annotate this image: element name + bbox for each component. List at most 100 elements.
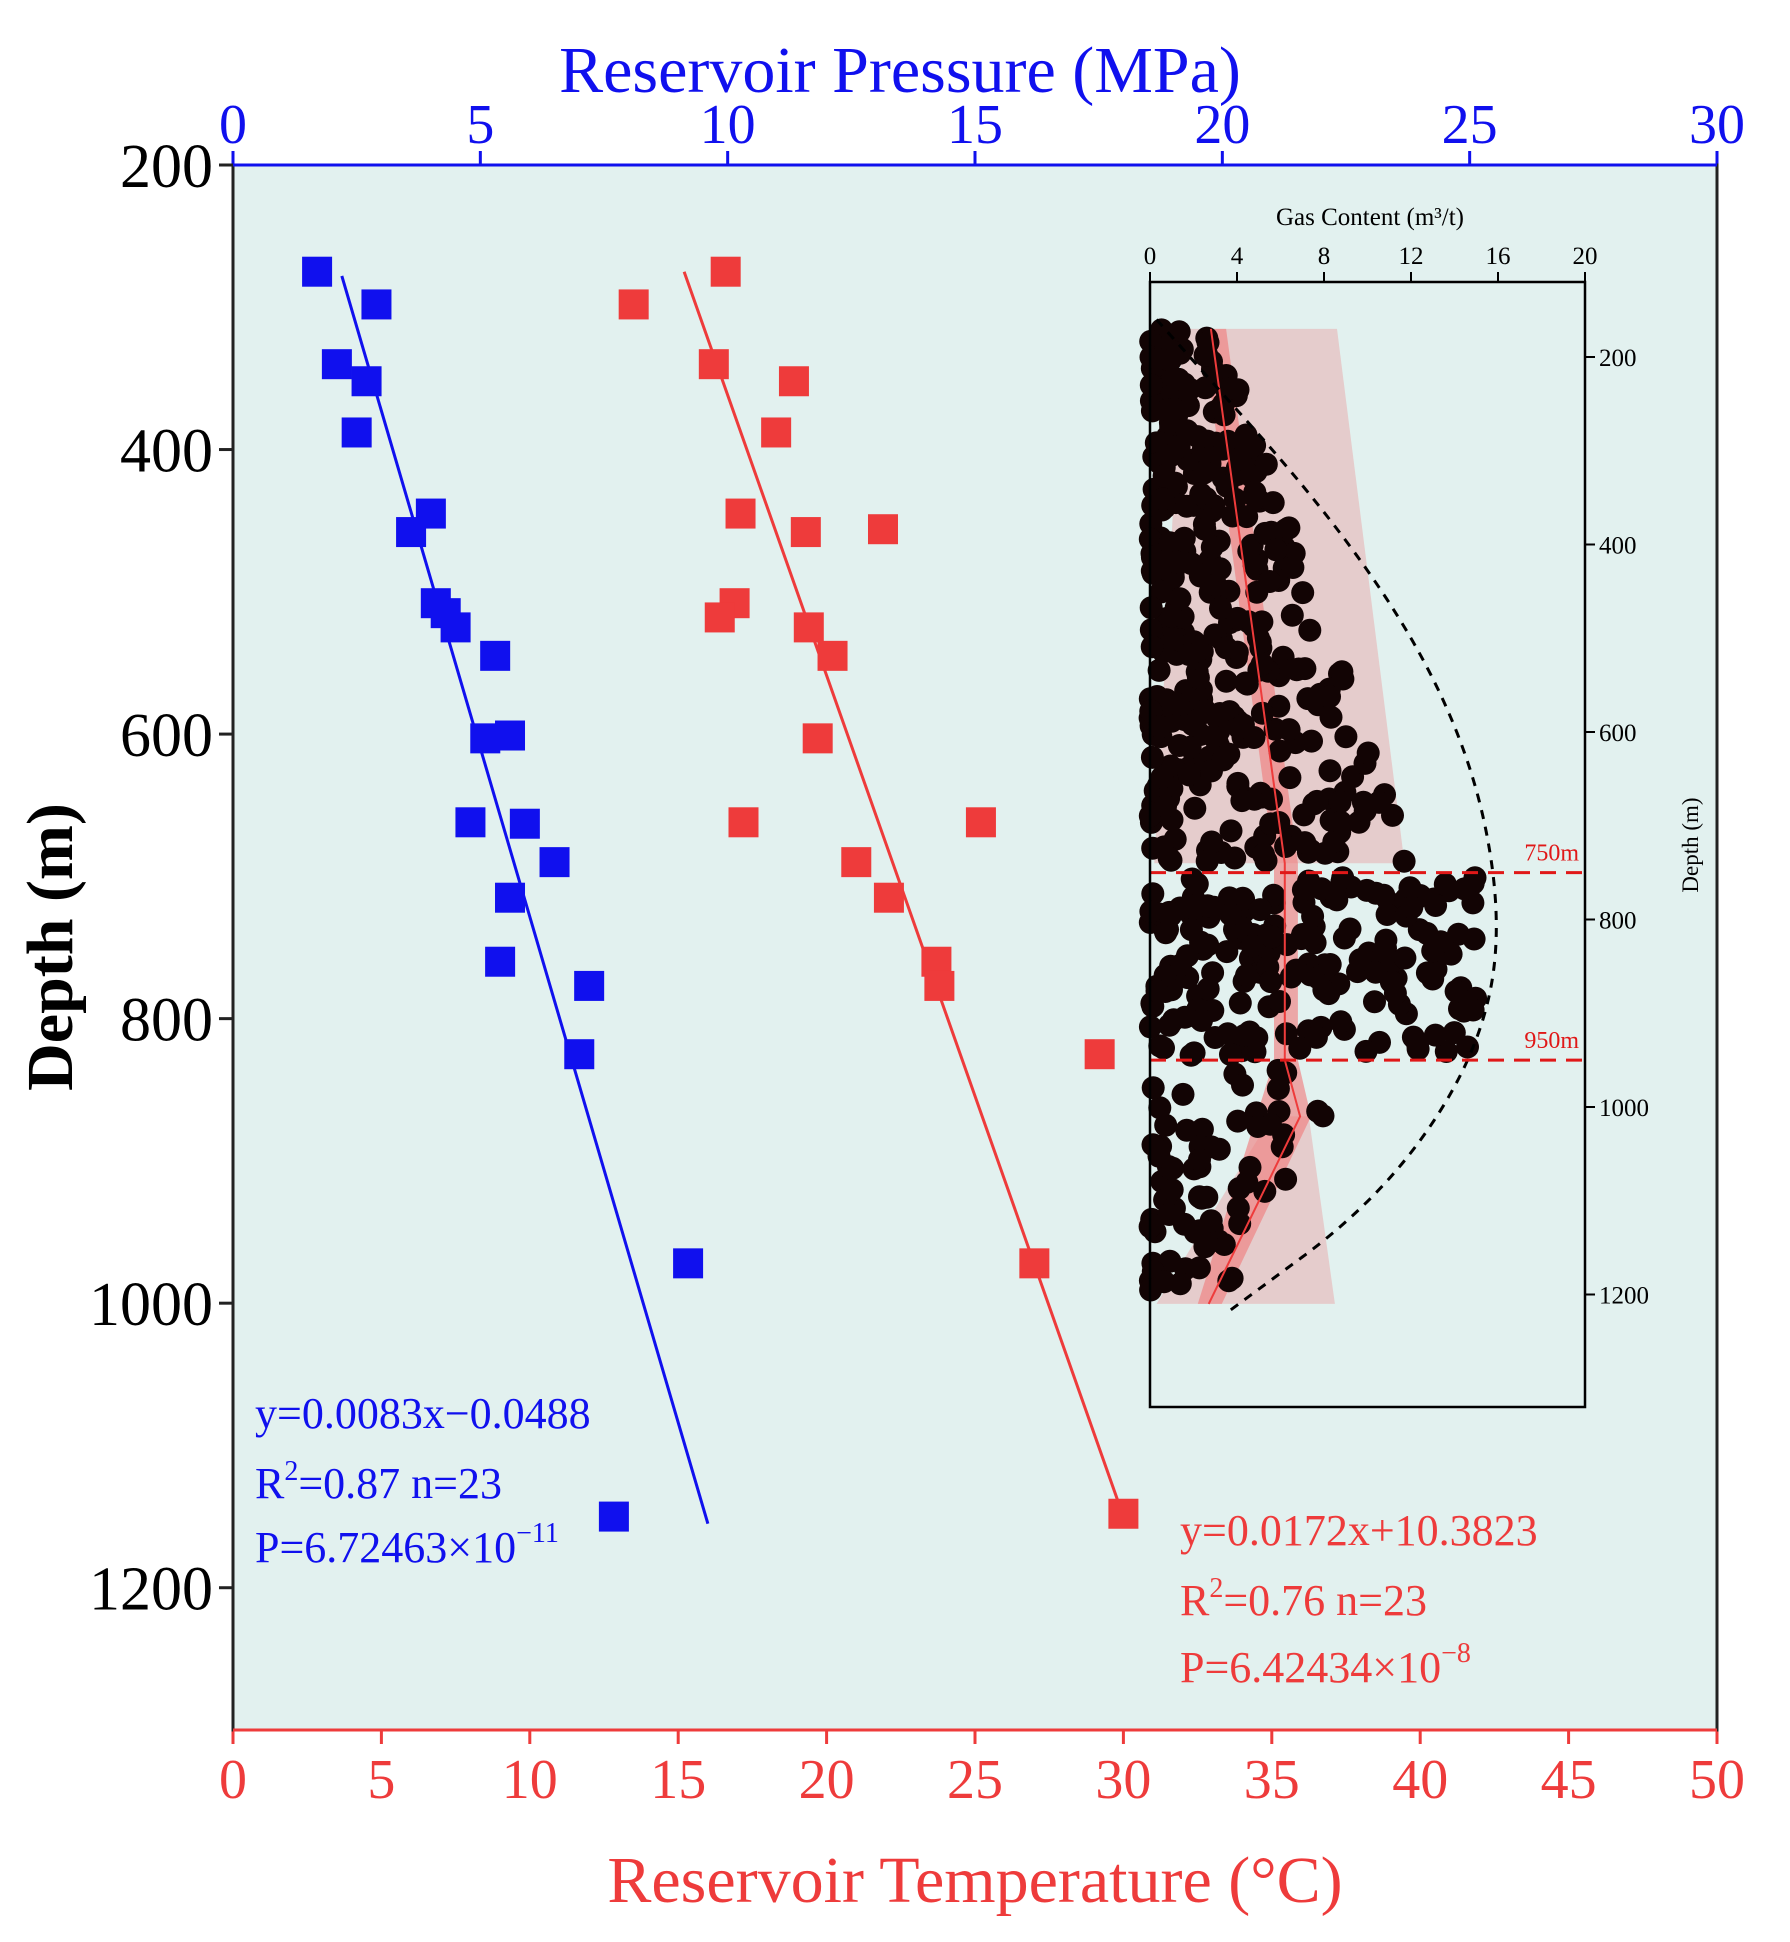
gas-content-point xyxy=(1240,934,1264,958)
gas-content-point xyxy=(1446,922,1470,946)
gas-content-point xyxy=(1183,796,1207,820)
gas-content-point xyxy=(1211,748,1235,772)
gas-content-point xyxy=(1160,604,1184,628)
gas-content-point xyxy=(1456,1035,1479,1059)
temperature-point xyxy=(867,514,898,545)
gas-content-point xyxy=(1158,444,1182,468)
gas-content-point xyxy=(1156,398,1180,422)
gas-content-point xyxy=(1185,872,1209,896)
gas-content-point xyxy=(1301,904,1325,928)
pressure-point xyxy=(321,349,352,380)
inset-overlay-layer: 750m 950m xyxy=(1150,318,1585,1315)
gas-content-point xyxy=(1160,1178,1184,1202)
gas-content-point xyxy=(1212,1233,1236,1256)
gas-content-point xyxy=(1200,535,1224,559)
temperature-point xyxy=(793,612,824,643)
gas-content-point xyxy=(1444,979,1468,1003)
pressure-r2-prefix: R xyxy=(255,1459,285,1508)
gas-content-point xyxy=(1147,715,1171,739)
inset-y-tick-label: 1200 xyxy=(1599,1283,1649,1310)
gas-content-point xyxy=(1141,1213,1164,1237)
gas-content-point xyxy=(1274,835,1298,858)
gas-content-point xyxy=(1252,843,1275,866)
pressure-point xyxy=(361,289,392,320)
temperature-p-sup: −8 xyxy=(1441,1638,1471,1669)
inset-frame xyxy=(1148,280,1587,1409)
gas-content-point xyxy=(1329,810,1353,834)
gas-content-point xyxy=(1231,1073,1254,1097)
temperature-tick-label: 0 xyxy=(219,1749,247,1811)
gas-content-point xyxy=(1348,948,1372,972)
pressure-r-squared: R2=0.87 n=23 xyxy=(255,1456,502,1508)
gas-content-point xyxy=(1214,636,1238,660)
inset-x-tick-label: 0 xyxy=(1144,243,1157,270)
gas-content-point xyxy=(1330,660,1354,684)
temperature-r2-prefix: R xyxy=(1180,1576,1210,1625)
gas-content-point xyxy=(1166,692,1190,716)
gas-content-point xyxy=(1179,918,1203,942)
gas-content-point xyxy=(1278,766,1302,790)
gas-content-point xyxy=(1188,1185,1211,1209)
gas-content-point xyxy=(1356,741,1380,765)
gas-content-point xyxy=(1429,930,1453,954)
temperature-tick-label: 10 xyxy=(502,1749,558,1811)
gas-content-point xyxy=(1200,830,1224,854)
gas-content-point xyxy=(1293,831,1317,855)
temperature-tick-label: 20 xyxy=(799,1749,855,1811)
gas-content-point xyxy=(1201,961,1225,985)
gas-content-point xyxy=(1260,787,1283,811)
gas-content-point xyxy=(1157,1013,1181,1037)
temperature-point xyxy=(802,723,833,754)
gas-content-point xyxy=(1175,1118,1199,1142)
depth-tick-label: 1200 xyxy=(89,1556,213,1624)
gas-content-point xyxy=(1140,745,1164,769)
gas-content-point xyxy=(1304,1025,1328,1049)
depth-tick-label: 400 xyxy=(120,418,213,486)
gas-content-point xyxy=(1274,1022,1298,1046)
temperature-tick-label: 30 xyxy=(1095,1749,1151,1811)
gas-content-point xyxy=(1193,699,1217,723)
gas-content-point xyxy=(1298,618,1322,642)
temperature-point xyxy=(725,498,756,529)
gas-content-point xyxy=(1235,1170,1259,1194)
temperature-point xyxy=(704,602,735,633)
gas-content-point xyxy=(1329,1010,1353,1034)
gas-content-point xyxy=(1215,474,1239,498)
gas-content-point xyxy=(1288,1036,1312,1060)
gas-content-point xyxy=(1193,460,1217,484)
temperature-point xyxy=(1084,1039,1115,1070)
gas-content-point xyxy=(1151,487,1175,511)
inset-reference-label: 950m xyxy=(1524,1028,1579,1054)
pressure-tick-label: 30 xyxy=(1689,94,1745,156)
pressure-point xyxy=(539,847,570,878)
gas-content-point xyxy=(1318,953,1342,976)
gas-content-point xyxy=(1280,603,1304,627)
pressure-point xyxy=(302,256,333,287)
pressure-point xyxy=(673,1248,704,1279)
temperature-tick-label: 15 xyxy=(650,1749,706,1811)
gas-content-point xyxy=(1147,658,1171,682)
inset-axes-layer: 0 4 8 12 16 20 200 400 600 800 1000 1200 xyxy=(1144,243,1649,1310)
inset-y-axis-title: Depth (m) xyxy=(1678,797,1703,892)
pressure-p-prefix: P=6.72463×10 xyxy=(255,1523,516,1572)
gas-content-point xyxy=(1364,960,1388,984)
inset-x-tick-label: 16 xyxy=(1486,243,1511,270)
gas-content-point xyxy=(1354,1039,1378,1063)
gas-content-point xyxy=(1186,425,1210,449)
gas-content-point xyxy=(1363,990,1386,1014)
gas-content-point xyxy=(1235,963,1258,987)
gas-content-point xyxy=(1434,1040,1458,1063)
gas-content-point xyxy=(1171,1082,1195,1106)
gas-content-point xyxy=(1392,849,1416,873)
pressure-point xyxy=(509,808,540,839)
temperature-tick-label: 45 xyxy=(1541,1749,1597,1811)
pressure-point xyxy=(415,498,446,529)
temperature-tick-label: 50 xyxy=(1689,1749,1745,1811)
pressure-tick-label: 5 xyxy=(466,94,494,156)
gas-content-point xyxy=(1253,1179,1277,1203)
pressure-point xyxy=(485,946,516,977)
gas-content-point xyxy=(1150,765,1174,789)
gas-content-point xyxy=(1230,789,1254,813)
gas-content-point xyxy=(1179,1043,1203,1067)
